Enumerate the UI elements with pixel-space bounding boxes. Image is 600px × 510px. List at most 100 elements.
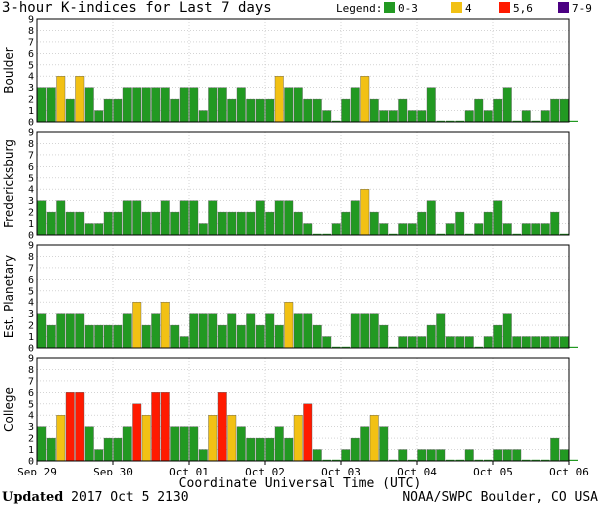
legend-swatch-red [499, 2, 510, 13]
bar [246, 211, 256, 236]
x-tick-label: Oct 01 [169, 466, 209, 475]
bar [350, 87, 360, 123]
bar [360, 426, 370, 462]
bar [379, 110, 389, 123]
bar [84, 223, 94, 236]
bar [160, 87, 170, 123]
bar [512, 449, 522, 462]
x-tick-label: Sep 29 [17, 466, 57, 475]
bar [303, 403, 313, 462]
bar [417, 211, 427, 236]
chart-title: 3-hour K-indices for Last 7 days [2, 0, 272, 16]
bar [436, 449, 446, 462]
y-tick-label: 8 [28, 365, 34, 376]
y-tick-label: 7 [28, 263, 34, 274]
bar [369, 415, 379, 462]
bar [284, 302, 294, 349]
bar [369, 98, 379, 123]
bar [455, 120, 464, 122]
bar [522, 459, 531, 461]
bar [94, 110, 104, 123]
bar [369, 313, 379, 349]
bar [236, 211, 246, 236]
y-tick-label: 3 [28, 309, 34, 320]
y-tick-label: 4 [28, 72, 34, 83]
bar [408, 459, 417, 461]
bar [75, 313, 85, 349]
bar [312, 324, 322, 349]
legend-item-0-3: 0-3 [384, 2, 418, 15]
bar [65, 313, 75, 349]
bar [122, 87, 132, 123]
bar [341, 346, 350, 348]
y-tick-label: 7 [28, 150, 34, 161]
bar [141, 415, 151, 462]
updated-value: 2017 Oct 5 2130 [71, 490, 189, 505]
bar [493, 98, 503, 123]
bar [464, 449, 474, 462]
bar [198, 110, 208, 123]
bar [407, 223, 417, 236]
bar [502, 87, 512, 123]
y-tick-label: 2 [28, 95, 34, 106]
bar [246, 313, 256, 349]
bar [484, 459, 493, 461]
bar [255, 324, 265, 349]
y-tick-label: 3 [28, 422, 34, 433]
bar [151, 392, 161, 462]
bar [113, 211, 123, 236]
legend-title: Legend: [336, 2, 383, 15]
y-tick-label: 9 [28, 241, 34, 252]
legend-item-7-9: 7-9 [558, 2, 592, 15]
y-tick-label: 7 [28, 376, 34, 387]
legend-label-7-9: 7-9 [572, 2, 592, 15]
bar [465, 233, 474, 235]
bar [236, 324, 246, 349]
bar [332, 459, 341, 461]
bar [132, 87, 142, 123]
bar [151, 87, 161, 123]
bar [502, 223, 512, 236]
bar [493, 324, 503, 349]
bar [265, 98, 275, 123]
bar [208, 200, 218, 236]
bar [37, 426, 47, 462]
bar [474, 98, 484, 123]
bar [512, 233, 521, 235]
bar [217, 324, 227, 349]
bar [236, 426, 246, 462]
bar [170, 426, 180, 462]
bar [160, 302, 170, 349]
k-index-chart: 0123456789Boulder0123456789Fredericksbur… [2, 15, 589, 476]
bar [198, 449, 208, 462]
bar [170, 324, 180, 349]
bar [65, 98, 75, 123]
bar [151, 313, 161, 349]
bar [75, 211, 85, 236]
bar [398, 98, 408, 123]
bar [502, 449, 512, 462]
y-tick-label: 5 [28, 286, 34, 297]
bar [341, 211, 351, 236]
bar [426, 87, 436, 123]
bar [332, 346, 341, 348]
bar [217, 211, 227, 236]
bar [389, 346, 398, 348]
bar [445, 223, 455, 236]
y-tick-label: 0 [28, 344, 34, 355]
y-tick-label: 0 [28, 457, 34, 468]
bar [436, 120, 445, 122]
y-tick-label: 6 [28, 275, 34, 286]
bar [122, 313, 132, 349]
bar [208, 87, 218, 123]
bar [379, 223, 389, 236]
bar [179, 87, 189, 123]
bar [246, 437, 256, 462]
bar [312, 449, 322, 462]
bar [46, 87, 56, 123]
bar [474, 223, 484, 236]
bar [208, 415, 218, 462]
legend-label-0-3: 0-3 [398, 2, 418, 15]
panel-frame [36, 131, 570, 236]
bar [217, 392, 227, 462]
